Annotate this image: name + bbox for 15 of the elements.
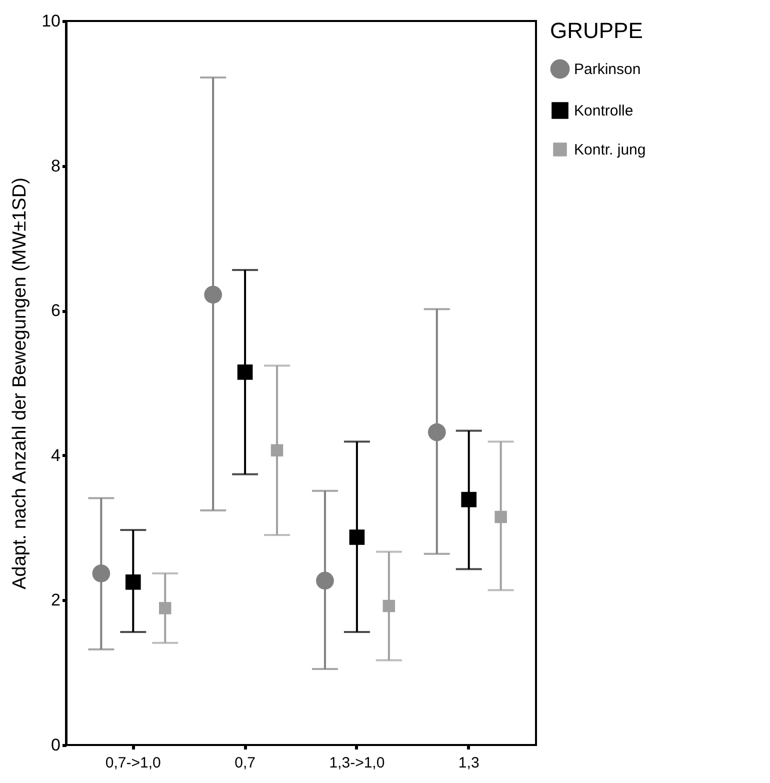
y-tick-label: 8	[51, 156, 60, 176]
y-tick-label: 4	[51, 446, 60, 465]
legend-label: Kontr. jung	[574, 142, 646, 158]
y-tick-label: 2	[51, 590, 60, 610]
legend-label: Kontrolle	[574, 102, 634, 120]
y-tick-label: 10	[42, 12, 60, 30]
y-axis-title: Adapt. nach Anzahl der Bewegungen (MW±1SD)	[10, 178, 31, 590]
y-tick-label: 0	[51, 736, 60, 754]
legend-title: GRUPPE	[550, 18, 643, 43]
y-tick-label: 6	[51, 301, 60, 320]
x-tick-label: 1,3	[458, 754, 480, 772]
legend-label: Parkinson	[574, 61, 641, 78]
x-tick-label: 0,7	[234, 754, 256, 772]
x-tick-label: 0,7->1,0	[105, 754, 161, 772]
x-tick-label: 1,3->1,0	[329, 754, 385, 772]
